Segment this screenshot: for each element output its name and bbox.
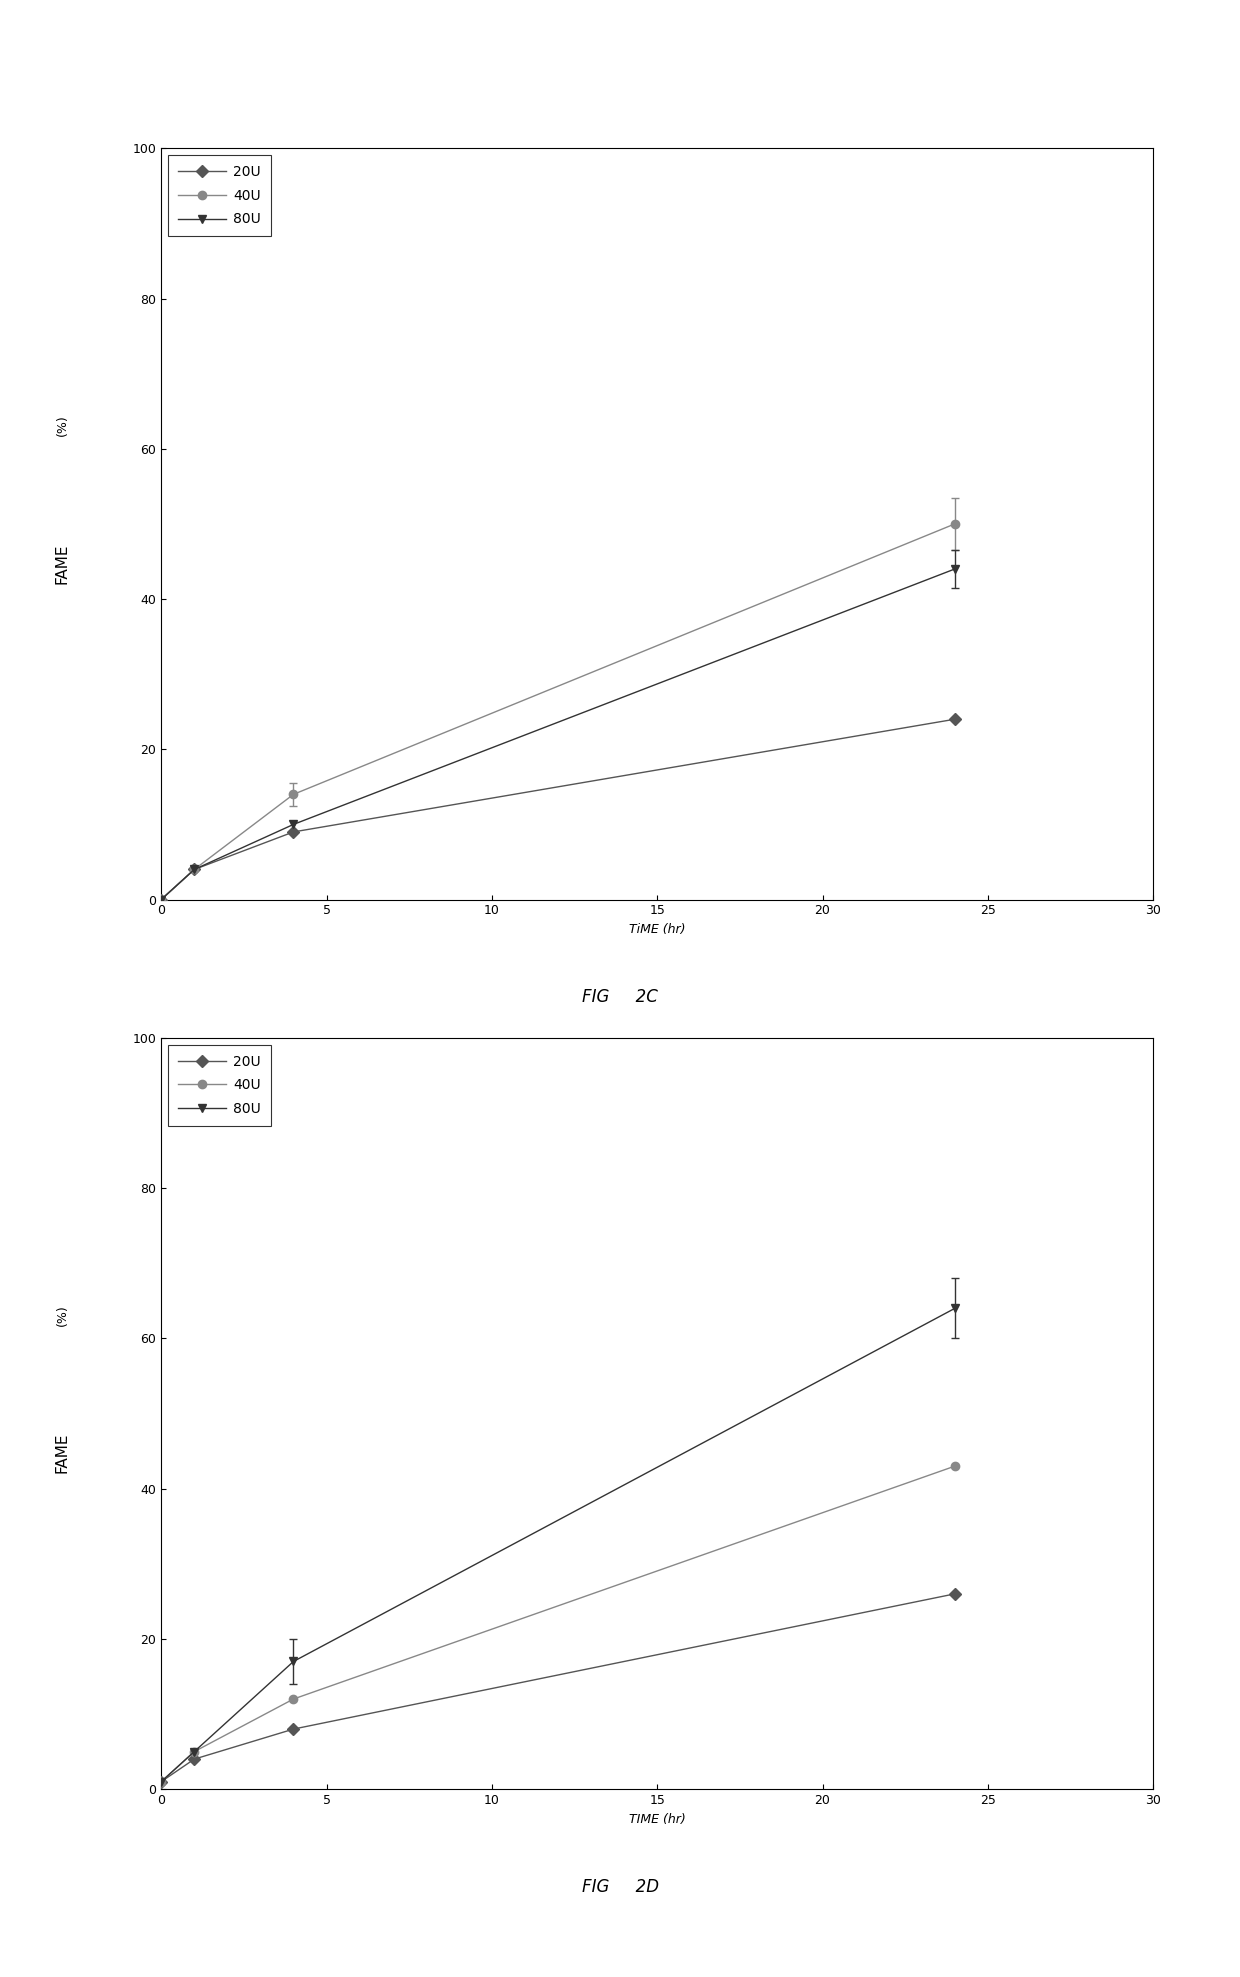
Legend: 20U, 40U, 80U: 20U, 40U, 80U: [169, 156, 270, 235]
Legend: 20U, 40U, 80U: 20U, 40U, 80U: [169, 1046, 270, 1125]
40U: [947, 512, 962, 536]
Line: 80U: 80U: [157, 565, 959, 903]
80U: [286, 813, 301, 836]
20U: [947, 1582, 962, 1605]
80U: [286, 1649, 301, 1673]
Line: 40U: 40U: [157, 520, 959, 903]
Line: 20U: 20U: [157, 716, 959, 903]
40U: [286, 783, 301, 807]
80U: [187, 858, 202, 882]
20U: [154, 888, 169, 911]
80U: [154, 888, 169, 911]
Text: (%): (%): [56, 413, 68, 437]
40U: [187, 1740, 202, 1763]
80U: [947, 1297, 962, 1321]
40U: [286, 1686, 301, 1710]
Line: 20U: 20U: [157, 1590, 959, 1785]
40U: [947, 1455, 962, 1479]
Line: 40U: 40U: [157, 1461, 959, 1785]
20U: [187, 858, 202, 882]
Text: FIG     2D: FIG 2D: [582, 1878, 658, 1896]
20U: [187, 1748, 202, 1771]
40U: [154, 1769, 169, 1793]
20U: [286, 1718, 301, 1742]
20U: [286, 820, 301, 844]
40U: [187, 858, 202, 882]
Text: (%): (%): [56, 1303, 68, 1327]
20U: [154, 1769, 169, 1793]
80U: [154, 1769, 169, 1793]
20U: [947, 708, 962, 731]
80U: [947, 558, 962, 581]
Text: FAME: FAME: [55, 544, 69, 583]
X-axis label: TIME (hr): TIME (hr): [629, 1813, 686, 1825]
40U: [154, 888, 169, 911]
Text: FAME: FAME: [55, 1433, 69, 1473]
80U: [187, 1740, 202, 1763]
X-axis label: TiME (hr): TiME (hr): [629, 923, 686, 935]
Line: 80U: 80U: [157, 1305, 959, 1785]
Text: FIG     2C: FIG 2C: [582, 988, 658, 1006]
